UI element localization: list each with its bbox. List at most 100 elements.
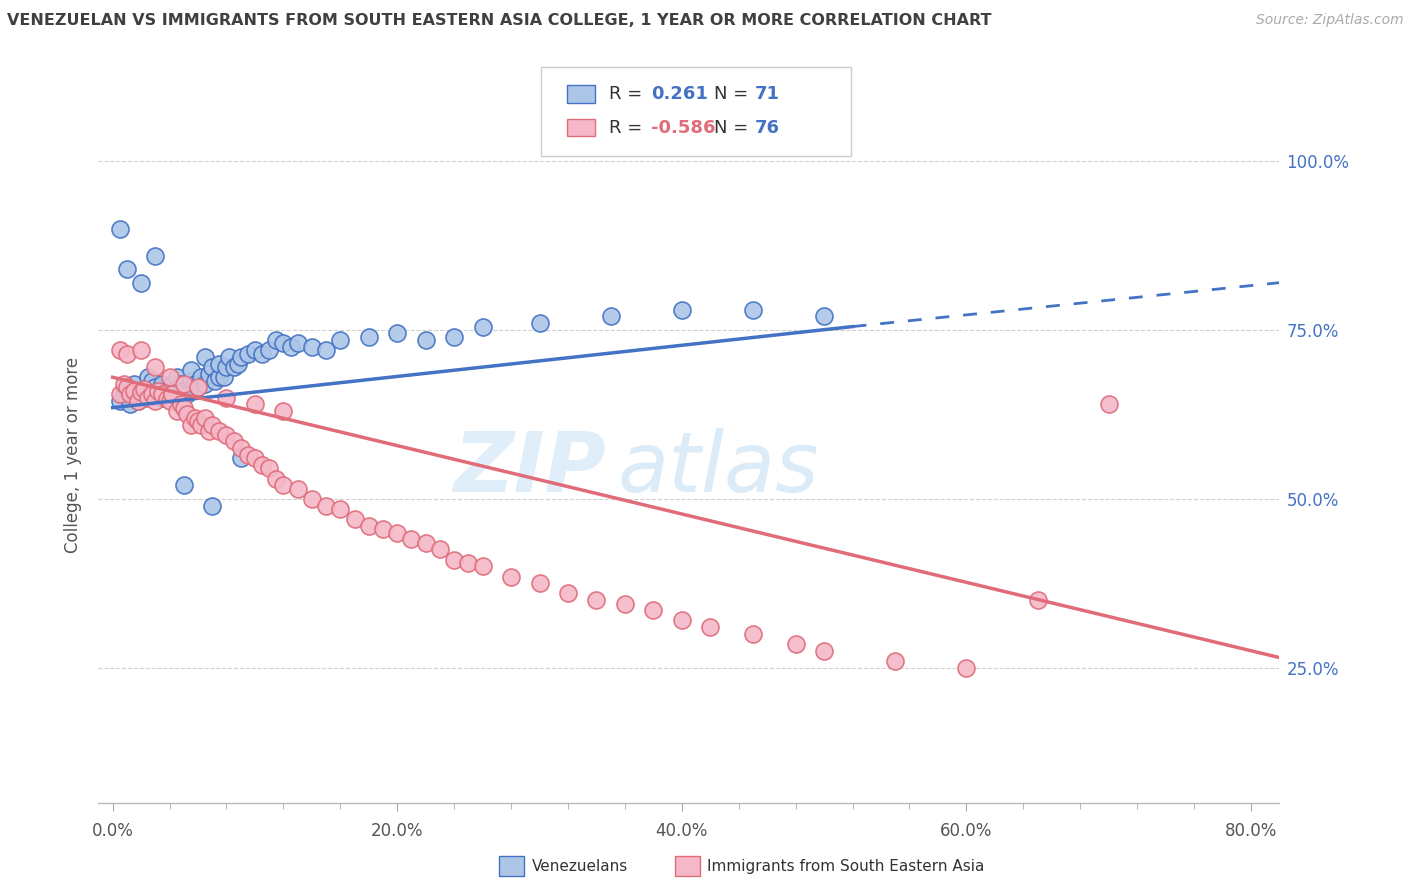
Point: [287, 336, 309, 351]
Point: [129, 343, 152, 358]
Text: 76: 76: [755, 119, 780, 136]
Point: [122, 384, 145, 398]
Point: [141, 387, 163, 401]
Text: -0.586: -0.586: [651, 119, 716, 136]
Point: [141, 374, 163, 388]
Point: [162, 376, 184, 391]
Point: [218, 350, 240, 364]
Point: [180, 417, 202, 432]
Point: [118, 397, 141, 411]
Point: [273, 336, 295, 351]
Point: [243, 343, 266, 358]
Point: [215, 427, 238, 442]
Point: [257, 343, 280, 358]
Point: [173, 384, 195, 398]
Point: [152, 387, 174, 401]
Point: [813, 644, 835, 658]
Point: [108, 387, 131, 401]
Point: [884, 654, 907, 668]
Point: [156, 392, 179, 406]
Point: [132, 391, 155, 405]
Point: [229, 350, 252, 364]
Text: Source: ZipAtlas.com: Source: ZipAtlas.com: [1256, 13, 1403, 28]
Text: 0.261: 0.261: [651, 85, 707, 103]
Point: [471, 559, 494, 574]
Point: [301, 491, 323, 506]
Point: [529, 316, 551, 330]
Text: Venezuelans: Venezuelans: [531, 859, 627, 873]
Point: [127, 393, 149, 408]
Text: VENEZUELAN VS IMMIGRANTS FROM SOUTH EASTERN ASIA COLLEGE, 1 YEAR OR MORE CORRELA: VENEZUELAN VS IMMIGRANTS FROM SOUTH EAST…: [7, 13, 991, 29]
Point: [785, 637, 807, 651]
Text: R =: R =: [609, 119, 648, 136]
Point: [143, 393, 166, 408]
Point: [143, 380, 166, 394]
Point: [585, 593, 607, 607]
Point: [159, 387, 181, 401]
Point: [387, 326, 409, 341]
Point: [136, 391, 159, 405]
Point: [170, 376, 193, 391]
Y-axis label: College, 1 year or more: College, 1 year or more: [65, 357, 83, 553]
Point: [143, 249, 166, 263]
Point: [742, 627, 765, 641]
Point: [387, 525, 409, 540]
Point: [699, 620, 721, 634]
Point: [266, 472, 288, 486]
Point: [671, 614, 693, 628]
Point: [226, 357, 249, 371]
Point: [190, 370, 212, 384]
Point: [122, 387, 145, 401]
Point: [287, 482, 309, 496]
Point: [201, 499, 224, 513]
Point: [148, 384, 170, 398]
Text: Immigrants from South Eastern Asia: Immigrants from South Eastern Asia: [707, 859, 984, 873]
Point: [184, 410, 207, 425]
Point: [166, 404, 188, 418]
Point: [236, 346, 259, 360]
Point: [180, 363, 202, 377]
Point: [180, 374, 202, 388]
Point: [115, 384, 138, 398]
Point: [112, 376, 135, 391]
Point: [229, 451, 252, 466]
Point: [194, 350, 217, 364]
Point: [1026, 593, 1049, 607]
Point: [132, 383, 155, 397]
Point: [129, 385, 152, 400]
Point: [529, 576, 551, 591]
Point: [129, 387, 152, 401]
Point: [208, 370, 231, 384]
Point: [315, 499, 337, 513]
Point: [159, 380, 181, 394]
Point: [273, 478, 295, 492]
Point: [955, 661, 977, 675]
Point: [115, 380, 138, 394]
Text: ZIP: ZIP: [454, 428, 606, 509]
Text: atlas: atlas: [619, 428, 820, 509]
Point: [499, 569, 522, 583]
Point: [152, 391, 174, 405]
Text: N =: N =: [714, 119, 754, 136]
Text: R =: R =: [609, 85, 648, 103]
Point: [129, 276, 152, 290]
Point: [357, 519, 380, 533]
Point: [229, 441, 252, 455]
Point: [1098, 397, 1121, 411]
Point: [176, 387, 198, 401]
Text: N =: N =: [714, 85, 754, 103]
Point: [557, 586, 579, 600]
Point: [122, 376, 145, 391]
Point: [257, 461, 280, 475]
Point: [198, 367, 221, 381]
Point: [301, 340, 323, 354]
Point: [613, 597, 636, 611]
Point: [208, 424, 231, 438]
Point: [215, 391, 238, 405]
Point: [159, 393, 181, 408]
Text: 71: 71: [755, 85, 780, 103]
Point: [156, 384, 179, 398]
Point: [108, 393, 131, 408]
Point: [208, 357, 231, 371]
Point: [173, 401, 195, 415]
